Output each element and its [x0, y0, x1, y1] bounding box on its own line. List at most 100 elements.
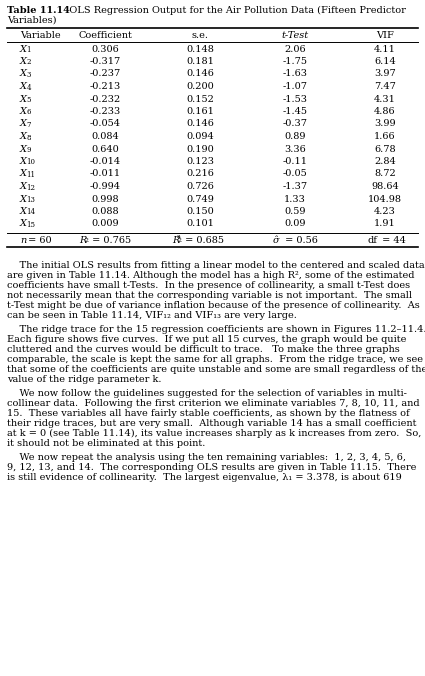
Text: 0.152: 0.152: [186, 95, 214, 103]
Text: their ridge traces, but are very small.  Although variable 14 has a small coeffi: their ridge traces, but are very small. …: [7, 419, 416, 428]
Text: 15.  These variables all have fairly stable coefficients, as shown by the flatne: 15. These variables all have fairly stab…: [7, 409, 410, 418]
Text: at k = 0 (see Table 11.14), its value increases sharply as k increases from zero: at k = 0 (see Table 11.14), its value in…: [7, 429, 421, 438]
Text: 0.146: 0.146: [186, 70, 214, 78]
Text: 1.66: 1.66: [374, 132, 396, 141]
Text: 0.146: 0.146: [186, 120, 214, 128]
Text: X: X: [20, 95, 27, 103]
Text: 2.06: 2.06: [284, 45, 306, 53]
Text: -0.232: -0.232: [89, 95, 121, 103]
Text: -0.994: -0.994: [90, 182, 121, 191]
Text: 2: 2: [178, 239, 182, 243]
Text: The initial OLS results from fitting a linear model to the centered and scaled d: The initial OLS results from fitting a l…: [7, 261, 425, 270]
Text: 6.14: 6.14: [374, 57, 396, 66]
Text: X: X: [20, 45, 27, 53]
Text: X: X: [20, 207, 27, 216]
Text: -1.75: -1.75: [283, 57, 308, 66]
Text: X: X: [20, 220, 27, 228]
Text: R: R: [79, 236, 86, 245]
Text: 0.216: 0.216: [186, 170, 214, 178]
Text: it should not be eliminated at this point.: it should not be eliminated at this poin…: [7, 439, 205, 448]
Text: 1: 1: [26, 46, 31, 54]
Text: X: X: [20, 70, 27, 78]
Text: Variables): Variables): [7, 16, 57, 25]
Text: df: df: [368, 236, 378, 245]
Text: 9, 12, 13, and 14.  The corresponding OLS results are given in Table 11.15.  The: 9, 12, 13, and 14. The corresponding OLS…: [7, 463, 416, 472]
Text: n: n: [20, 236, 26, 245]
Text: = 44: = 44: [379, 236, 406, 245]
Text: is still evidence of collinearity.  The largest eigenvalue, λ₁ = 3.378, is about: is still evidence of collinearity. The l…: [7, 473, 402, 482]
Text: 4.23: 4.23: [374, 207, 396, 216]
Text: = 0.685: = 0.685: [182, 236, 224, 245]
Text: OLS Regression Output for the Air Pollution Data (Fifteen Predictor: OLS Regression Output for the Air Pollut…: [60, 6, 406, 15]
Text: 2.84: 2.84: [374, 157, 396, 166]
Text: We now repeat the analysis using the ten remaining variables:  1, 2, 3, 4, 5, 6,: We now repeat the analysis using the ten…: [7, 453, 406, 462]
Text: = 60: = 60: [25, 236, 51, 245]
Text: X: X: [20, 195, 27, 203]
Text: 4.86: 4.86: [374, 107, 396, 116]
Text: -1.45: -1.45: [283, 107, 308, 116]
Text: X: X: [20, 82, 27, 91]
Text: 2: 2: [26, 59, 31, 66]
Text: not necessarily mean that the corresponding variable is not important.  The smal: not necessarily mean that the correspond…: [7, 291, 412, 300]
Text: 104.98: 104.98: [368, 195, 402, 203]
Text: -0.237: -0.237: [89, 70, 121, 78]
Text: -0.05: -0.05: [283, 170, 307, 178]
Text: Variable: Variable: [20, 31, 61, 40]
Text: R: R: [172, 236, 179, 245]
Text: 9: 9: [26, 146, 31, 154]
Text: X: X: [20, 145, 27, 153]
Text: X: X: [20, 170, 27, 178]
Text: comparable, the scale is kept the same for all graphs.  From the ridge trace, we: comparable, the scale is kept the same f…: [7, 355, 423, 364]
Text: coefficients have small t-Tests.  In the presence of collinearity, a small t-Tes: coefficients have small t-Tests. In the …: [7, 281, 410, 290]
Text: X: X: [20, 107, 27, 116]
Text: 0.190: 0.190: [186, 145, 214, 153]
Text: cluttered and the curves would be difficult to trace.   To make the three graphs: cluttered and the curves would be diffic…: [7, 345, 400, 354]
Text: 3.99: 3.99: [374, 120, 396, 128]
Text: 6: 6: [26, 109, 31, 116]
Text: X: X: [20, 57, 27, 66]
Text: 0.181: 0.181: [186, 57, 214, 66]
Text: -0.317: -0.317: [89, 57, 121, 66]
Text: a: a: [177, 234, 181, 239]
Text: 7.47: 7.47: [374, 82, 396, 91]
Text: -1.63: -1.63: [283, 70, 308, 78]
Text: 1.91: 1.91: [374, 220, 396, 228]
Text: 0.59: 0.59: [284, 207, 306, 216]
Text: Each figure shows five curves.  If we put all 15 curves, the graph would be quit: Each figure shows five curves. If we put…: [7, 335, 406, 344]
Text: 2: 2: [85, 239, 89, 243]
Text: 8.72: 8.72: [374, 170, 396, 178]
Text: 3.36: 3.36: [284, 145, 306, 153]
Text: 4.11: 4.11: [374, 45, 396, 53]
Text: 0.640: 0.640: [91, 145, 119, 153]
Text: 0.101: 0.101: [186, 220, 214, 228]
Text: Coefficient: Coefficient: [78, 31, 132, 40]
Text: 0.088: 0.088: [91, 207, 119, 216]
Text: X: X: [20, 157, 27, 166]
Text: 4.31: 4.31: [374, 95, 396, 103]
Text: 0.094: 0.094: [186, 132, 214, 141]
Text: 3.97: 3.97: [374, 70, 396, 78]
Text: 1.33: 1.33: [284, 195, 306, 203]
Text: 5: 5: [26, 96, 31, 104]
Text: 0.161: 0.161: [186, 107, 214, 116]
Text: -1.53: -1.53: [283, 95, 308, 103]
Text: X: X: [20, 120, 27, 128]
Text: 6.78: 6.78: [374, 145, 396, 153]
Text: t-Test might be due of variance inflation because of the presence of collinearit: t-Test might be due of variance inflatio…: [7, 301, 420, 310]
Text: X: X: [20, 182, 27, 191]
Text: 0.009: 0.009: [91, 220, 119, 228]
Text: 0.998: 0.998: [91, 195, 119, 203]
Text: collinear data.  Following the first criterion we eliminate variables 7, 8, 10, : collinear data. Following the first crit…: [7, 399, 419, 408]
Text: -0.11: -0.11: [283, 157, 308, 166]
Text: 7: 7: [26, 121, 31, 129]
Text: 0.726: 0.726: [186, 182, 214, 191]
Text: 0.749: 0.749: [186, 195, 214, 203]
Text: -0.054: -0.054: [90, 120, 121, 128]
Text: -0.37: -0.37: [283, 120, 308, 128]
Text: 0.200: 0.200: [186, 82, 214, 91]
Text: 12: 12: [26, 183, 36, 191]
Text: s.e.: s.e.: [192, 31, 209, 40]
Text: 0.084: 0.084: [91, 132, 119, 141]
Text: σ̂: σ̂: [273, 236, 280, 245]
Text: 0.306: 0.306: [91, 45, 119, 53]
